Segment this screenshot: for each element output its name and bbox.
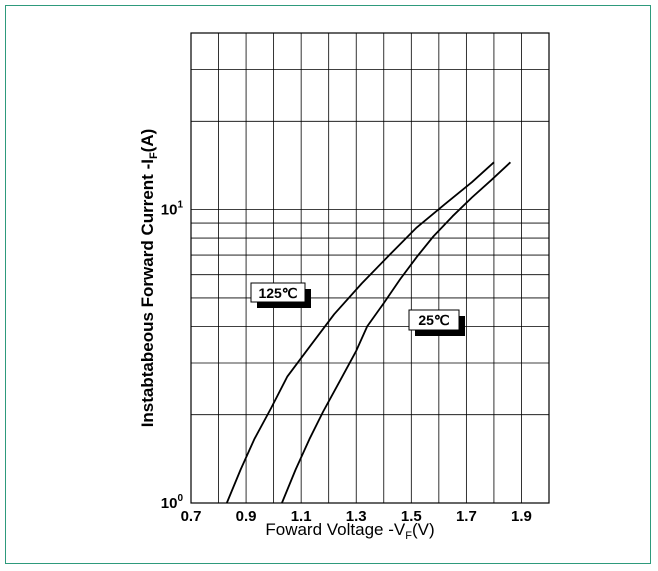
x-tick-label: 0.7 (181, 508, 202, 525)
x-tick-label: 0.9 (236, 508, 257, 525)
series-line-0 (225, 161, 495, 504)
grid-lines (190, 32, 550, 504)
series-line-1 (281, 161, 512, 504)
y-tick-label: 100 (161, 493, 184, 512)
series-label-25: 25℃ (408, 309, 465, 336)
curves (225, 161, 512, 504)
x-axis-label: Foward Voltage -VF(V) (265, 520, 434, 542)
chart-frame (5, 5, 651, 564)
series-label-25-text: 25℃ (418, 312, 450, 328)
y-tick-labels: 100 101 (161, 200, 184, 512)
x-tick-label: 1.3 (346, 508, 367, 525)
x-tick-label: 1.5 (401, 508, 422, 525)
x-tick-label: 1.7 (456, 508, 477, 525)
x-tick-label: 1.9 (511, 508, 532, 525)
series-label-125-text: 125℃ (258, 285, 297, 301)
y-axis-label: Instabtabeous Forward Current -IF(A) (138, 129, 160, 428)
y-tick-label: 101 (161, 200, 184, 219)
x-tick-labels: 0.7 0.9 1.1 1.3 1.5 1.7 1.9 (181, 508, 532, 525)
series-label-125: 125℃ (250, 282, 311, 308)
x-tick-label: 1.1 (291, 508, 312, 525)
plot-border (190, 32, 550, 504)
